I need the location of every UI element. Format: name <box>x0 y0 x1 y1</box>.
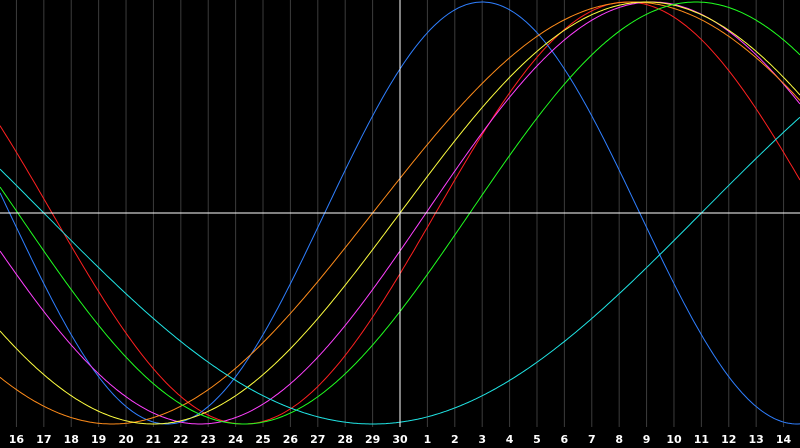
x-tick-label: 19 <box>91 433 106 446</box>
x-tick-label: 27 <box>310 433 325 446</box>
x-tick-label: 16 <box>9 433 25 446</box>
x-tick-label: 21 <box>146 433 161 446</box>
x-tick-label: 30 <box>392 433 408 446</box>
x-tick-label: 5 <box>533 433 541 446</box>
x-tick-label: 2 <box>451 433 459 446</box>
x-tick-label: 28 <box>338 433 353 446</box>
x-tick-label: 9 <box>643 433 651 446</box>
x-tick-label: 4 <box>506 433 514 446</box>
x-tick-label: 7 <box>588 433 596 446</box>
x-tick-label: 17 <box>36 433 51 446</box>
x-tick-label: 12 <box>721 433 736 446</box>
x-tick-label: 10 <box>666 433 682 446</box>
x-tick-label: 14 <box>776 433 792 446</box>
x-axis-ticks: 16 17 18 19 20 21 22 23 24 25 26 27 28 29 30 1 2 3 4 5 6 7 8 9 1… <box>9 433 792 446</box>
x-tick-label: 11 <box>694 433 709 446</box>
x-tick-label: 20 <box>118 433 134 446</box>
x-tick-label: 25 <box>255 433 270 446</box>
x-tick-label: 29 <box>365 433 380 446</box>
x-tick-label: 6 <box>561 433 569 446</box>
x-tick-label: 3 <box>478 433 486 446</box>
x-tick-label: 18 <box>64 433 79 446</box>
x-tick-label: 8 <box>615 433 623 446</box>
x-tick-label: 13 <box>749 433 764 446</box>
x-tick-label: 26 <box>283 433 299 446</box>
x-tick-label: 1 <box>424 433 432 446</box>
x-tick-label: 23 <box>201 433 216 446</box>
crosshair <box>0 0 800 427</box>
x-tick-label: 24 <box>228 433 244 446</box>
x-tick-label: 22 <box>173 433 188 446</box>
